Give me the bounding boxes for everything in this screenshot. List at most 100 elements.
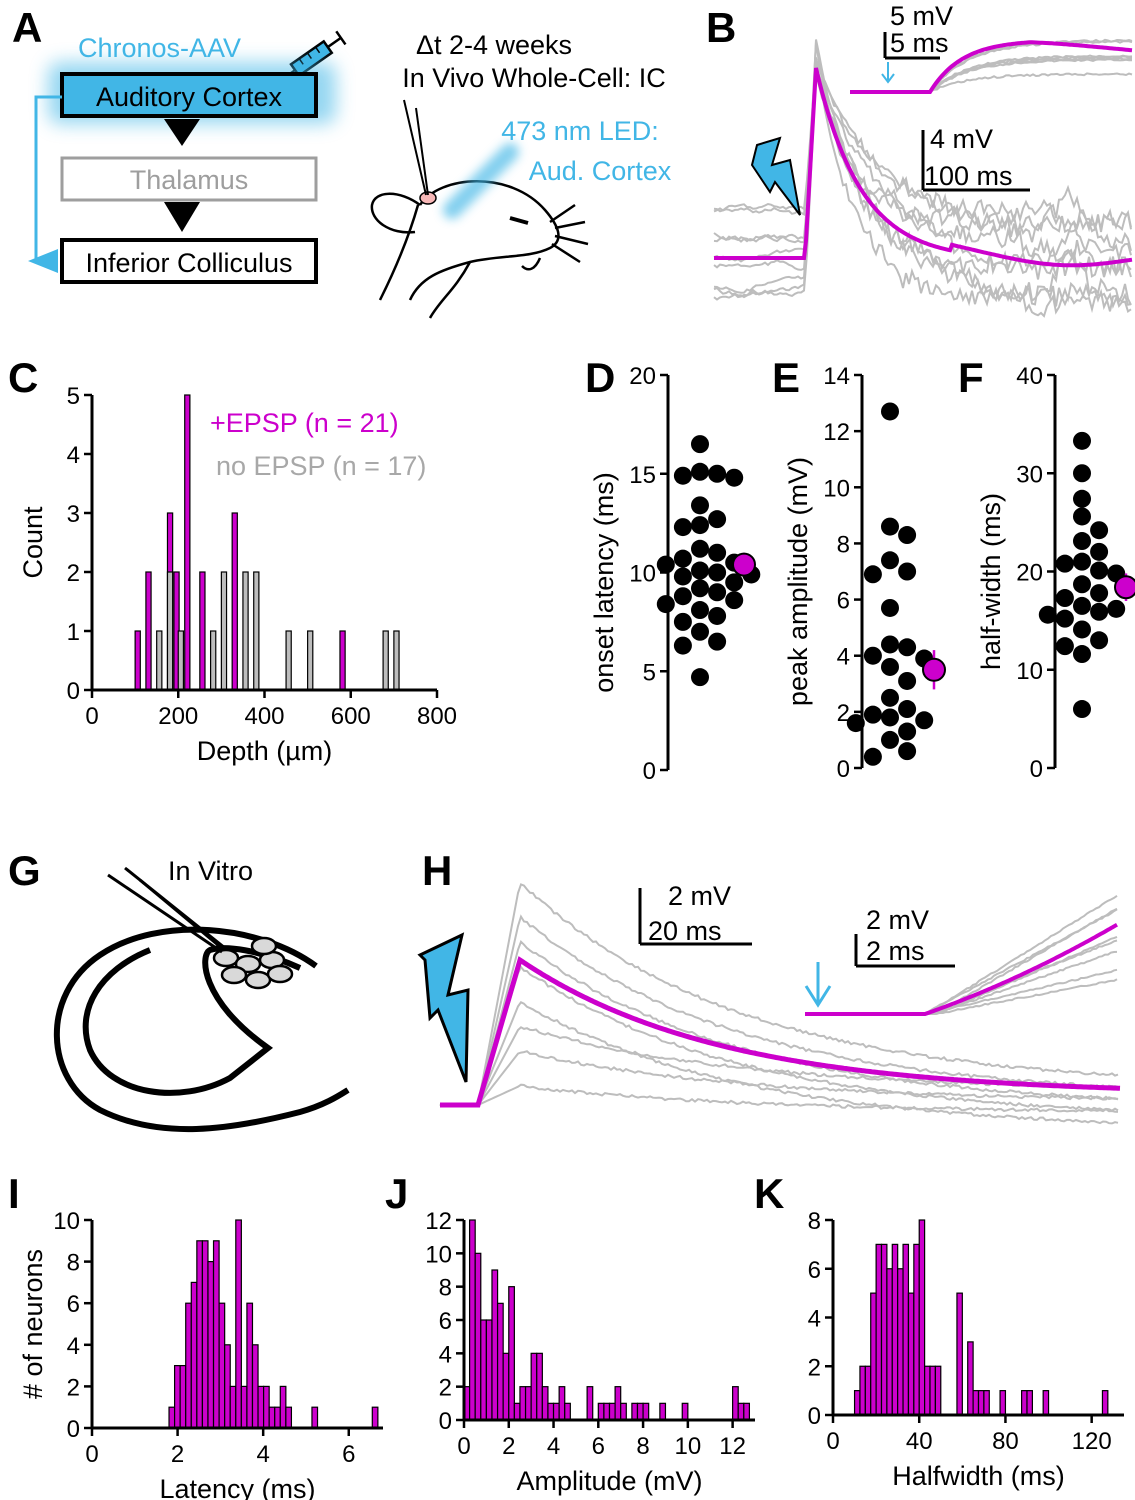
lightning-icon [417, 932, 470, 1083]
i-bar [196, 1240, 204, 1429]
j-bar [586, 1386, 594, 1421]
f-point [1073, 620, 1091, 639]
k-y-tick-label: 8 [808, 1208, 821, 1235]
j-bar [614, 1386, 622, 1421]
k-y-tick-label: 4 [808, 1306, 821, 1333]
i-y-label: # of neurons [18, 1249, 48, 1399]
j-x-tick-label: 6 [592, 1433, 605, 1460]
f-point [1073, 532, 1091, 551]
e-point [898, 526, 917, 545]
inset-scale-t-label-b: 5 ms [890, 28, 949, 58]
e-y-tick-label: 6 [837, 588, 850, 615]
j-bar [620, 1402, 627, 1421]
d-point [708, 464, 727, 483]
j-bar [502, 1352, 510, 1421]
e-point [881, 517, 899, 536]
traces-b [713, 39, 1133, 318]
c-bar [285, 630, 292, 691]
j-bar [485, 1319, 493, 1421]
f-point [1073, 645, 1091, 664]
j-bar [743, 1402, 751, 1421]
i-bar [179, 1364, 187, 1429]
k-x-tick-label: 120 [1072, 1428, 1112, 1455]
i-bar [185, 1302, 192, 1429]
j-bar [737, 1402, 745, 1421]
d-point [691, 601, 709, 620]
c-bar [177, 630, 185, 691]
k-bar [886, 1268, 893, 1416]
c-x-tick-label: 200 [158, 703, 198, 730]
virus-label: Chronos-AAV [78, 33, 241, 63]
d-point [673, 587, 692, 606]
d-point [673, 567, 692, 586]
e-point [863, 705, 882, 724]
c-bar [209, 630, 217, 691]
trace-h-gray [439, 1083, 1119, 1113]
j-bar [547, 1402, 555, 1421]
j-bar [491, 1269, 499, 1421]
d-point [691, 516, 709, 535]
f-y-label: half-width (ms) [976, 493, 1006, 670]
f-mean [1114, 575, 1135, 600]
f-point [1073, 700, 1091, 719]
j-bar [631, 1402, 639, 1421]
d-y-tick-label: 5 [643, 659, 656, 686]
trace-b-gray [713, 74, 1132, 314]
c-x-tick-label: 0 [85, 703, 98, 730]
panel-label-f: F [958, 354, 984, 401]
e-point [881, 657, 899, 676]
slice-icon [53, 926, 350, 1133]
c-bar [156, 630, 163, 691]
j-bar [468, 1219, 476, 1421]
e-point [915, 711, 934, 730]
panel-label-d: D [585, 354, 615, 401]
j-y-tick-label: 2 [439, 1375, 452, 1402]
k-bar [918, 1219, 926, 1416]
arrow-down-icon [164, 119, 200, 146]
i-bar [168, 1406, 176, 1429]
inset-scale-v-label-b: 5 mV [890, 1, 953, 31]
inset-h-gray [805, 894, 1118, 1015]
trace-h-gray [439, 965, 1119, 1112]
d-point [673, 518, 692, 537]
i-x-tick-label: 0 [85, 1441, 98, 1468]
k-bar [913, 1243, 920, 1416]
j-x-tick-label: 12 [719, 1433, 746, 1460]
d-point [673, 636, 692, 655]
c-bar [220, 571, 228, 691]
inset-scale-v-label-h: 2 mV [866, 905, 929, 935]
f-point [1073, 596, 1091, 615]
d-y-label: onset latency (ms) [589, 472, 619, 693]
j-bar [732, 1386, 739, 1421]
panel-label-a: A [12, 4, 42, 51]
e-y-tick-label: 8 [837, 531, 850, 558]
inferior-colliculus-box [60, 238, 318, 284]
c-bar [166, 571, 174, 691]
inset-traces-h [805, 894, 1118, 1016]
c-x-tick-label: 800 [417, 703, 457, 730]
inset-h-gray [805, 978, 1118, 1015]
i-bar [173, 1364, 181, 1429]
j-bar [597, 1402, 605, 1421]
f-point [1055, 637, 1074, 656]
j-bar [524, 1386, 532, 1421]
i-x-tick-label: 4 [256, 1441, 269, 1468]
i-y-tick-label: 2 [67, 1374, 80, 1401]
j-bar [603, 1402, 611, 1421]
e-point [898, 742, 917, 761]
f-point [1055, 554, 1074, 573]
arrow-down-icon [804, 962, 832, 1008]
d-mean [732, 552, 756, 577]
cell-cluster [212, 936, 294, 990]
panel-d: D 0 5 10 15 20 onset latency (ms) [585, 354, 761, 785]
k-bar [983, 1390, 990, 1416]
d-point [708, 563, 727, 582]
k-bar [880, 1243, 888, 1416]
c-bar [393, 630, 400, 691]
c-bar [199, 571, 206, 691]
inferior-colliculus-label: Inferior Colliculus [85, 248, 292, 278]
k-bar [972, 1390, 980, 1416]
f-y-tick-label: 30 [1016, 461, 1043, 488]
legend-epsp: +EPSP (n = 21) [210, 408, 399, 438]
j-y-tick-label: 6 [439, 1308, 452, 1335]
